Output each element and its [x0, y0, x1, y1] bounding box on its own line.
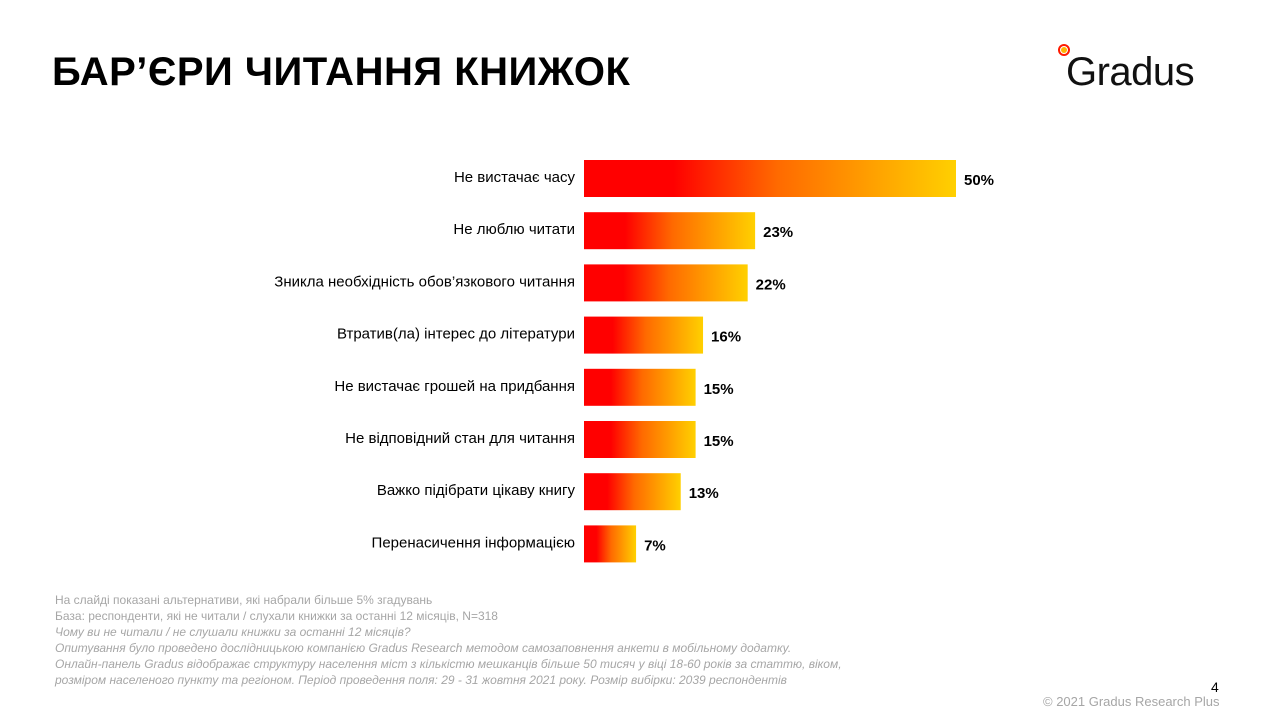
page-number: 4 — [1211, 679, 1219, 695]
category-label: Не вистачає часу — [454, 169, 576, 186]
footnotes: На слайді показані альтернативи, які наб… — [55, 592, 1015, 688]
bar-1 — [584, 160, 956, 197]
category-label: Важко підібрати цікаву книгу — [377, 482, 576, 499]
bar-3 — [584, 264, 748, 302]
value-label: 15% — [704, 381, 734, 398]
gradus-logo: Gradus — [1058, 42, 1238, 98]
footnote-panel: Онлайн-панель Gradus відображає структур… — [55, 657, 842, 671]
value-label: 16% — [711, 329, 741, 346]
footnote-question: Чому ви не читали / не слушали книжки за… — [55, 625, 411, 639]
page-title: БАР’ЄРИ ЧИТАННЯ КНИЖОК — [52, 50, 631, 94]
logo-ring-icon — [1058, 44, 1070, 56]
bar-8 — [584, 525, 637, 563]
value-label: 22% — [756, 276, 786, 293]
category-label: Не відповідний стан для читання — [345, 430, 575, 447]
bar-5 — [584, 368, 696, 406]
bar-6 — [584, 421, 696, 458]
value-label: 23% — [763, 224, 793, 241]
footnote-base: База: респонденти, які не читали / слуха… — [55, 609, 498, 623]
bar-chart: Не вистачає часу 50% Не люблю читати 23% Зни… — [274, 160, 994, 563]
footnote-fieldwork: розміром населеного пункту та регіоном. … — [55, 673, 787, 687]
category-label: Втратив(ла) інтерес до літератури — [337, 326, 575, 343]
footnote-threshold: На слайді показані альтернативи, які наб… — [55, 593, 433, 607]
logo-text: Gradus — [1066, 50, 1195, 94]
category-label: Зникла необхідність обов’язкового читанн… — [274, 273, 575, 290]
category-label: Перенасичення інформацією — [372, 534, 575, 551]
value-label: 50% — [964, 172, 994, 189]
bar-7 — [584, 473, 681, 511]
value-label: 13% — [689, 485, 719, 502]
footnote-method: Опитування було проведено дослідницькою … — [55, 641, 792, 655]
category-label: Не вистачає грошей на придбання — [334, 378, 575, 395]
copyright: © 2021 Gradus Research Plus — [1043, 694, 1220, 709]
category-label: Не люблю читати — [453, 221, 575, 238]
bar-2 — [584, 212, 756, 250]
value-label: 15% — [704, 433, 734, 450]
bar-4 — [584, 316, 704, 354]
value-label: 7% — [644, 537, 666, 554]
